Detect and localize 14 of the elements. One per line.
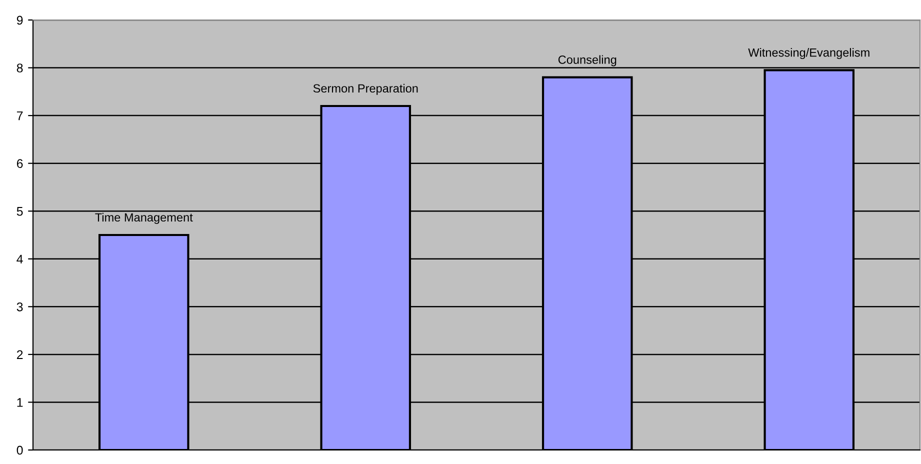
y-tick-label: 4: [16, 254, 23, 264]
x-tick-label: Witnessing/Evangelism: [748, 48, 870, 60]
x-tick-label: Sermon Preparation: [313, 84, 418, 95]
x-tick-label: Counseling: [558, 55, 616, 66]
y-tick-label: 9: [16, 16, 23, 25]
y-tick-label: 7: [16, 111, 23, 120]
x-tick-label: Time Management: [95, 212, 193, 224]
y-tick-label: 0: [16, 446, 23, 455]
y-tick-label: 3: [16, 302, 23, 312]
y-tick-label: 6: [16, 159, 23, 168]
y-tick-label: 8: [16, 64, 23, 72]
y-tick-label: 1: [17, 398, 23, 407]
y-tick-label: 5: [16, 207, 23, 216]
y-tick-label: 2: [16, 350, 23, 359]
